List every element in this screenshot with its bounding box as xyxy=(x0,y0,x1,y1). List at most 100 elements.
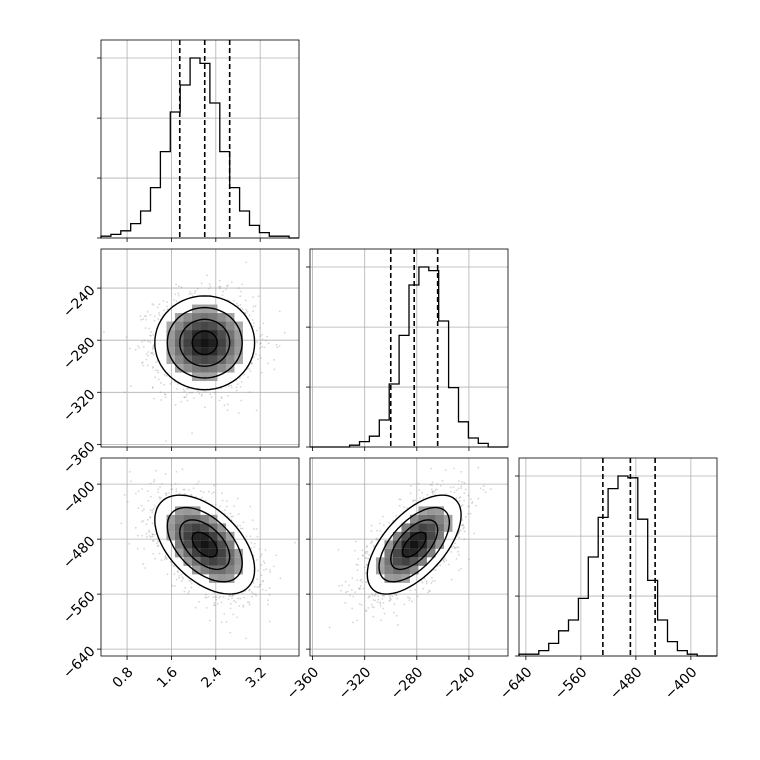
x-tick-label: 0.8 xyxy=(110,664,137,691)
x-tick-label: −400 xyxy=(662,664,701,703)
scatter-1-2-density-cell xyxy=(225,355,235,365)
scatter-1-2-density-cell xyxy=(183,347,192,356)
histogram-1-bin xyxy=(240,211,250,238)
scatter-2-3-density-cell xyxy=(435,506,444,515)
scatter-1-3-density-cell xyxy=(191,523,201,532)
scatter-1-3-density-cell xyxy=(166,514,175,524)
scatter-1-3-density-cell xyxy=(166,531,175,541)
y-tick-label: −400 xyxy=(60,478,99,517)
histogram-3-bin xyxy=(578,598,588,656)
scatter-1-2-contour xyxy=(191,330,218,356)
y-tick-label: −560 xyxy=(60,588,99,627)
scatter-1-2-density-cell xyxy=(200,347,209,356)
scatter-1-2-density-cell xyxy=(217,313,226,322)
scatter-2-3-density-cell xyxy=(426,514,436,524)
scatter-1-2-density-cell xyxy=(217,364,226,373)
scatter-2-3-density-cell xyxy=(426,548,436,558)
scatter-2-3-contour xyxy=(378,506,451,583)
scatter-2-3-density-cell xyxy=(392,548,402,558)
scatter-1-3-density-cell xyxy=(217,523,226,532)
scatter-2-3-density-cell xyxy=(418,523,427,532)
histogram-2-bin xyxy=(449,388,459,447)
scatter-2-3-density-cell xyxy=(435,540,444,549)
histogram-3-bin xyxy=(677,651,687,656)
scatter-1-3-density-cell xyxy=(225,557,235,566)
histogram-2-bin xyxy=(379,420,389,447)
scatter-1-2-density-cell xyxy=(166,355,175,365)
scatter-2-3-points xyxy=(328,466,492,629)
scatter-2-3 xyxy=(310,458,508,656)
scatter-2-3-density-cell xyxy=(426,531,436,541)
scatter-1-2-density-cell xyxy=(234,355,243,365)
scatter-1-3-density-cell xyxy=(217,557,226,566)
scatter-1-2-density-cell xyxy=(191,313,201,322)
scatter-1-3-density-cell xyxy=(200,523,209,532)
scatter-1-2-density-cell xyxy=(217,338,226,348)
scatter-2-3-density-cell xyxy=(384,565,393,575)
scatter-2-3-density-cell xyxy=(409,548,419,558)
scatter-2-3-contour xyxy=(401,531,427,558)
x-tick-label: −480 xyxy=(607,664,646,703)
histogram-1-bin xyxy=(210,103,220,238)
scatter-1-3-density-cell xyxy=(208,514,218,524)
x-tick-label: 1.6 xyxy=(154,664,181,691)
scatter-1-2-density-cell xyxy=(200,304,209,314)
scatter-1-2-density-cell xyxy=(200,321,209,331)
scatter-1-3-density-cell xyxy=(234,557,243,566)
scatter-2-3-density-cell xyxy=(418,514,427,524)
histogram-1-bin xyxy=(170,112,180,238)
scatter-2-3-density-cell xyxy=(392,531,402,541)
scatter-1-3-contour xyxy=(154,494,256,595)
scatter-1-3-density-cell xyxy=(225,548,235,558)
scatter-1-2-density-cell xyxy=(174,355,184,365)
histogram-3-bin xyxy=(588,557,598,656)
scatter-1-3-density-cell xyxy=(191,548,201,558)
scatter-2-3-density-cell xyxy=(392,565,402,575)
histogram-3-bin xyxy=(668,642,678,656)
scatter-2-3-density-cell xyxy=(418,531,427,541)
scatter-1-2-frame xyxy=(100,248,300,448)
histogram-2-bin xyxy=(478,443,488,447)
x-tick-label: 3.2 xyxy=(243,664,270,691)
scatter-1-3-density-cell xyxy=(208,531,218,541)
scatter-2-3-density-cell xyxy=(409,523,419,532)
histogram-1-bin xyxy=(220,152,230,238)
scatter-1-2-density-cell xyxy=(234,338,243,348)
scatter-2-3-contour xyxy=(390,519,439,571)
histogram-2-bin xyxy=(459,422,469,447)
scatter-2-3-density-cell xyxy=(418,540,427,549)
scatter-1-2-density-cell xyxy=(208,338,218,348)
histogram-2-bin xyxy=(369,436,379,447)
scatter-2-3-density-cell xyxy=(384,548,393,558)
scatter-1-3-density-cell xyxy=(225,531,235,541)
scatter-2-3-density-cell xyxy=(392,557,402,566)
y-tick-label: −480 xyxy=(60,533,99,572)
scatter-1-3-density-cell xyxy=(183,523,192,532)
scatter-1-3-density-cell xyxy=(191,565,201,575)
histogram-3-bin xyxy=(618,476,628,656)
scatter-1-3-density-cell xyxy=(174,531,184,541)
scatter-1-3-density-cell xyxy=(234,565,243,575)
scatter-1-3-density-cell xyxy=(208,557,218,566)
histogram-1-bin xyxy=(121,231,131,238)
x-tick-label: −360 xyxy=(284,664,323,703)
scatter-2-3-density-cell xyxy=(401,557,410,566)
histogram-3-bin xyxy=(658,620,668,656)
scatter-1-3-density-cell xyxy=(183,506,192,515)
histogram-1-bin xyxy=(131,224,141,238)
scatter-1-3-density-cell xyxy=(200,531,209,541)
scatter-1-2-density-cell xyxy=(166,338,175,348)
scatter-1-3-density-cell xyxy=(183,540,192,549)
scatter-1-2-density-cell xyxy=(174,347,184,356)
scatter-1-2-density-cell xyxy=(191,321,201,331)
scatter-1-3-density-cell xyxy=(225,565,235,575)
histogram-3-bin xyxy=(539,651,549,656)
scatter-1-2-density-cell xyxy=(183,313,192,322)
scatter-2-3-density-cell xyxy=(384,557,393,566)
scatter-1-2-density-cell xyxy=(200,338,209,348)
scatter-1-2-density-cell xyxy=(225,347,235,356)
x-tick-label: −560 xyxy=(552,664,591,703)
histogram-3-bin xyxy=(569,620,579,656)
scatter-1-3-density-cell xyxy=(191,514,201,524)
